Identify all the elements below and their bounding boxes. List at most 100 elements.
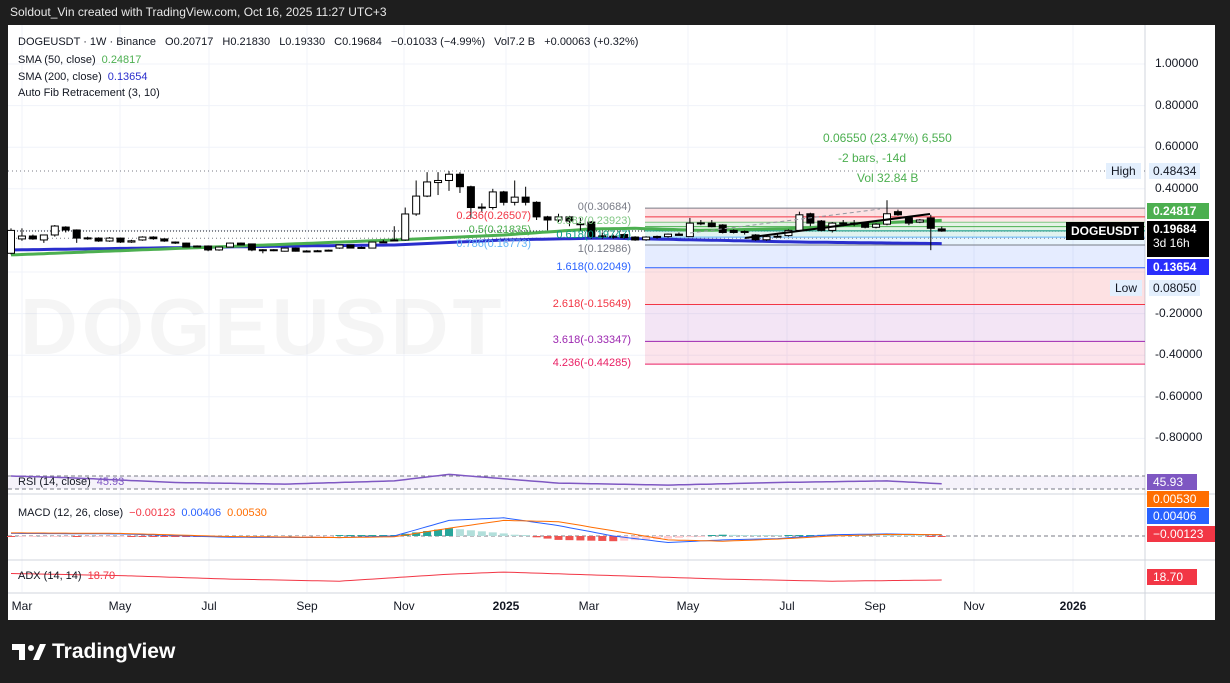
fib-level-label: 0.236(0.26507): [456, 209, 531, 222]
macd-histogram-bar: [872, 535, 881, 536]
macd-histogram-bar: [937, 536, 946, 537]
sma200-price-tag: 0.13654: [1147, 259, 1209, 275]
macd-hist-value: −0.00123: [129, 507, 176, 519]
candle-body: [83, 237, 92, 240]
candle-body: [94, 237, 103, 242]
low-label: Low: [1110, 280, 1143, 296]
sma50-label: SMA (50, close): [18, 54, 96, 66]
candle-body: [138, 236, 147, 241]
candle-body: [379, 241, 388, 244]
moving-averages: [10, 218, 942, 257]
open-value: O0.20717: [165, 36, 214, 48]
candle-body: [357, 246, 366, 249]
macd-histogram-bar: [883, 535, 891, 536]
candle-body: [532, 201, 541, 218]
candle-body: [160, 238, 169, 242]
candle-body: [401, 213, 410, 241]
macd-histogram-bar: [565, 536, 574, 541]
macd-histogram-bar: [773, 535, 782, 536]
candle-body: [7, 229, 15, 254]
candle-body: [193, 245, 202, 248]
candle-body: [39, 234, 48, 241]
adx-legend[interactable]: ADX (14, 14) 18.70: [18, 570, 121, 582]
macd-histogram-bar: [740, 535, 749, 536]
macd-histogram-bar: [434, 529, 443, 536]
fib-level-label: 3.618(-0.33347): [552, 334, 631, 347]
macd-histogram-bar: [39, 536, 48, 537]
candle-body: [390, 239, 399, 242]
measure-volume: Vol 32.84 B: [857, 171, 919, 185]
macd-histogram-bar: [521, 535, 530, 536]
adx-label: ADX (14, 14): [18, 570, 82, 582]
macd-histogram-bar: [653, 536, 662, 540]
symbol-tag: DOGEUSDT: [1066, 222, 1145, 240]
sma50-legend[interactable]: SMA (50, close) 0.24817: [18, 54, 147, 66]
price-tick: -0.20000: [1155, 305, 1203, 320]
macd-histogram-bar: [171, 536, 180, 537]
candle-body: [226, 242, 234, 248]
macd-histogram-bar: [904, 535, 913, 536]
fib-zone: [645, 341, 1145, 365]
macd-histogram-bar: [116, 536, 125, 537]
fib-label: Auto Fib Retracement (3, 10): [18, 87, 160, 99]
fib-zone: [645, 244, 1145, 268]
macd-histogram-bar: [828, 534, 837, 536]
candle-body: [685, 222, 694, 238]
candle-body: [28, 235, 37, 240]
candle-body: [915, 219, 924, 223]
macd-histogram-bar: [335, 535, 344, 536]
measure-price: 0.06550 (23.47%) 6,550: [823, 131, 952, 145]
rsi-legend[interactable]: RSI (14, close) 45.93: [18, 476, 130, 488]
adx-line: [10, 571, 942, 582]
low-value: L0.19330: [279, 36, 326, 48]
signal-line: [11, 519, 942, 542]
macd-histogram-bar: [94, 536, 103, 537]
tradingview-logo[interactable]: TradingView: [12, 640, 175, 664]
candle-body: [674, 233, 683, 236]
candle-body: [368, 241, 377, 249]
macd-histogram-bar: [587, 536, 596, 541]
author-caption: Soldout_Vin created with TradingView.com…: [10, 5, 387, 19]
candle-body: [893, 211, 902, 216]
macd-histogram-bar: [105, 536, 114, 537]
macd-histogram-bar: [72, 536, 81, 537]
macd-histogram-bar: [795, 535, 804, 536]
change-value: −0.01033 (−4.99%): [390, 36, 486, 48]
price-tick: 0.60000: [1155, 139, 1199, 154]
time-tick: Sep: [864, 599, 886, 613]
tradingview-logo-icon: [12, 644, 46, 660]
time-tick: Nov: [393, 599, 415, 613]
macd-legend[interactable]: MACD (12, 26, close) −0.00123 0.00406 0.005…: [18, 507, 273, 519]
fib-level-label: 0.382(0.23923): [556, 215, 631, 228]
time-tick: Nov: [963, 599, 985, 613]
macd-histogram-bar: [368, 535, 377, 536]
macd-histogram-bar: [806, 535, 815, 536]
volume-change: +0.00063 (+0.32%): [544, 36, 639, 48]
fib-zone: [645, 267, 1145, 305]
macd-histogram-bar: [302, 536, 311, 537]
sma50-line: [10, 218, 942, 257]
symbol-info[interactable]: DOGEUSDT · 1W · Binance: [18, 36, 156, 48]
drawings: [689, 208, 931, 239]
macd-histogram-bar: [50, 536, 59, 537]
symbol-legend: DOGEUSDT · 1W · Binance O0.20717 H0.2183…: [18, 36, 644, 48]
fib-legend[interactable]: Auto Fib Retracement (3, 10): [18, 87, 166, 99]
candle-body: [554, 216, 563, 221]
macd-histogram-bar: [751, 535, 760, 536]
price-tick: -0.60000: [1155, 388, 1203, 403]
high-value: 0.48434: [1149, 163, 1201, 179]
macd-histogram-bar: [598, 536, 607, 541]
measure-line: [689, 208, 881, 234]
macd-histogram-bar: [696, 536, 705, 537]
fib-zone: [645, 222, 1145, 227]
fib-level-label: 4.236(-0.44285): [552, 357, 631, 370]
sma200-legend[interactable]: SMA (200, close) 0.13654: [18, 71, 154, 83]
macd-histogram-bar: [893, 535, 902, 536]
candle-body: [291, 247, 300, 252]
macd-histogram-bar: [554, 536, 563, 540]
sma50-price-tag: 0.24817: [1147, 203, 1209, 219]
time-tick: May: [676, 599, 700, 613]
macd-histogram-bar: [718, 534, 727, 536]
volume-value: Vol7.2 B: [494, 36, 536, 48]
